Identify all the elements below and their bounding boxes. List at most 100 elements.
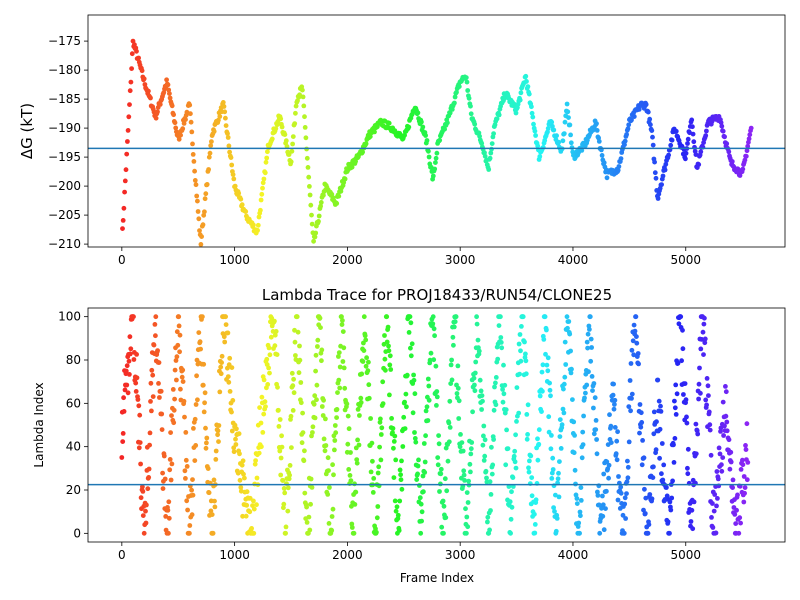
data-point — [252, 461, 258, 467]
data-point — [540, 388, 545, 394]
data-point — [654, 419, 659, 425]
data-point — [614, 457, 620, 463]
data-point — [164, 77, 170, 83]
data-point — [308, 476, 314, 482]
data-point — [456, 84, 462, 89]
data-point — [279, 444, 285, 450]
data-point — [260, 430, 266, 435]
data-point — [425, 376, 431, 382]
data-point — [412, 391, 418, 397]
data-point — [642, 486, 647, 492]
data-point — [650, 134, 655, 140]
data-point — [426, 154, 432, 160]
data-point — [413, 439, 419, 445]
data-point — [167, 467, 173, 473]
data-point — [202, 400, 208, 406]
data-point — [489, 141, 495, 147]
data-point — [302, 490, 308, 496]
data-point — [227, 389, 233, 394]
data-point — [161, 453, 167, 459]
lambda-x-ticks: 0 1000 2000 3000 4000 5000 — [118, 542, 701, 562]
data-point — [146, 88, 151, 94]
data-point — [383, 367, 388, 373]
data-point — [313, 352, 319, 358]
data-point — [722, 423, 727, 429]
data-point — [707, 422, 713, 428]
data-point — [649, 128, 655, 134]
data-point — [279, 124, 285, 130]
data-point — [188, 111, 193, 117]
data-point — [532, 522, 538, 527]
data-point — [466, 95, 472, 101]
data-point — [680, 346, 686, 352]
data-point — [638, 410, 644, 416]
data-point — [600, 513, 606, 519]
data-point — [468, 103, 473, 109]
data-point — [392, 498, 398, 504]
data-point — [310, 430, 315, 435]
data-point — [537, 154, 543, 159]
data-point — [299, 440, 305, 446]
data-point — [289, 148, 295, 154]
data-point — [526, 469, 532, 475]
data-point — [354, 460, 360, 466]
data-point — [225, 330, 231, 336]
data-point — [433, 155, 439, 161]
data-point — [127, 351, 133, 357]
data-point — [321, 436, 327, 442]
data-point — [236, 431, 242, 437]
data-point — [415, 110, 421, 116]
data-point — [359, 371, 365, 377]
data-point — [575, 524, 581, 529]
data-point — [204, 440, 209, 446]
data-point — [264, 356, 270, 362]
data-point — [234, 426, 239, 432]
data-point — [159, 411, 165, 417]
data-point — [349, 164, 355, 170]
data-point — [430, 321, 436, 327]
data-point — [679, 358, 684, 364]
data-point — [672, 436, 678, 441]
data-point — [326, 521, 332, 526]
data-point — [688, 519, 694, 524]
data-point — [667, 499, 673, 505]
data-point — [625, 126, 631, 132]
data-point — [569, 366, 574, 372]
data-point — [741, 474, 747, 479]
data-point — [658, 403, 663, 409]
data-point — [230, 398, 236, 403]
data-point — [273, 126, 279, 131]
data-point — [567, 331, 573, 337]
data-point — [225, 135, 231, 140]
data-point — [204, 182, 210, 187]
data-point — [745, 460, 751, 465]
data-point — [412, 436, 418, 441]
data-point — [579, 148, 585, 153]
data-point — [689, 507, 695, 513]
data-point — [491, 407, 497, 413]
data-point — [258, 207, 263, 213]
data-point — [633, 314, 639, 320]
data-point — [445, 120, 450, 126]
data-point — [277, 417, 283, 422]
data-point — [474, 321, 480, 327]
data-point — [191, 426, 196, 431]
data-point — [606, 462, 612, 468]
data-point — [624, 479, 630, 485]
data-point — [244, 502, 250, 508]
data-point — [288, 159, 294, 165]
data-point — [616, 164, 622, 169]
data-point — [424, 138, 430, 143]
data-point — [363, 141, 369, 147]
data-point — [192, 416, 198, 422]
data-point — [315, 337, 321, 343]
data-point — [291, 376, 296, 382]
data-point — [487, 527, 492, 533]
y-tick-label: −175 — [48, 34, 81, 48]
data-point — [227, 355, 233, 361]
data-point — [237, 477, 243, 483]
data-point — [169, 461, 175, 467]
data-point — [544, 362, 550, 368]
data-point — [530, 114, 536, 120]
data-point — [384, 314, 390, 320]
